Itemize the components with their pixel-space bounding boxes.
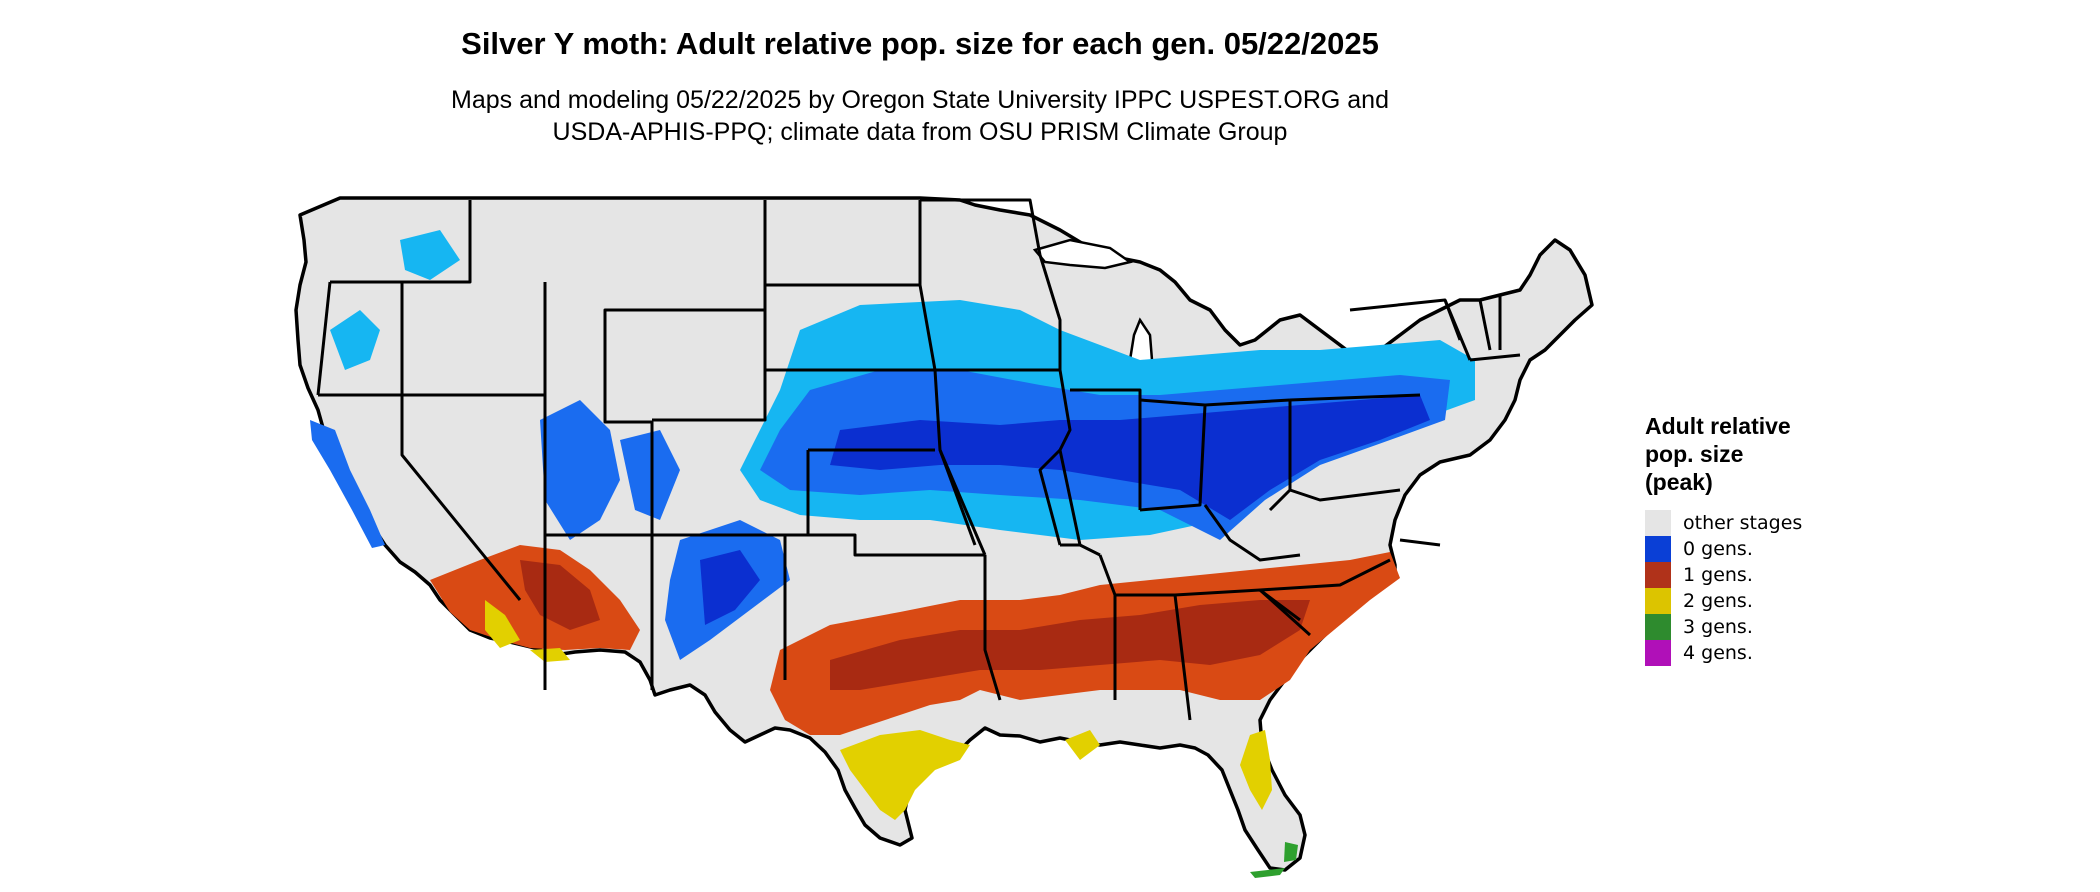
legend-title: Adult relative pop. size (peak) <box>1645 413 1791 495</box>
legend-item: 3 gens. <box>1645 614 1905 640</box>
legend-swatch <box>1645 536 1671 562</box>
legend-label: 3 gens. <box>1683 616 1753 638</box>
legend-label: 4 gens. <box>1683 642 1753 664</box>
legend-swatch <box>1645 588 1671 614</box>
map-subtitle: Maps and modeling 05/22/2025 by Oregon S… <box>0 84 1840 148</box>
legend-label: other stages <box>1683 512 1803 534</box>
model-regions <box>310 230 1475 878</box>
legend: Adult relative pop. size (peak) other st… <box>1645 412 1905 666</box>
legend-item: 2 gens. <box>1645 588 1905 614</box>
legend-item: 1 gens. <box>1645 562 1905 588</box>
legend-swatch <box>1645 562 1671 588</box>
legend-item: other stages <box>1645 510 1905 536</box>
subtitle-line-2: USDA-APHIS-PPQ; climate data from OSU PR… <box>552 118 1288 146</box>
legend-swatch <box>1645 614 1671 640</box>
legend-items: other stages 0 gens. 1 gens. 2 gens. 3 gens.… <box>1645 510 1905 666</box>
us-map <box>294 196 1594 878</box>
legend-label: 1 gens. <box>1683 564 1753 586</box>
us-landmass <box>294 196 1594 872</box>
legend-item: 0 gens. <box>1645 536 1905 562</box>
legend-swatch <box>1645 640 1671 666</box>
legend-label: 2 gens. <box>1683 590 1753 612</box>
legend-label: 0 gens. <box>1683 538 1753 560</box>
legend-swatch <box>1645 510 1671 536</box>
legend-item: 4 gens. <box>1645 640 1905 666</box>
lake-superior <box>1032 238 1133 270</box>
map-title: Silver Y moth: Adult relative pop. size … <box>461 26 1379 61</box>
subtitle-line-1: Maps and modeling 05/22/2025 by Oregon S… <box>451 86 1389 114</box>
state-borders <box>316 198 1521 721</box>
